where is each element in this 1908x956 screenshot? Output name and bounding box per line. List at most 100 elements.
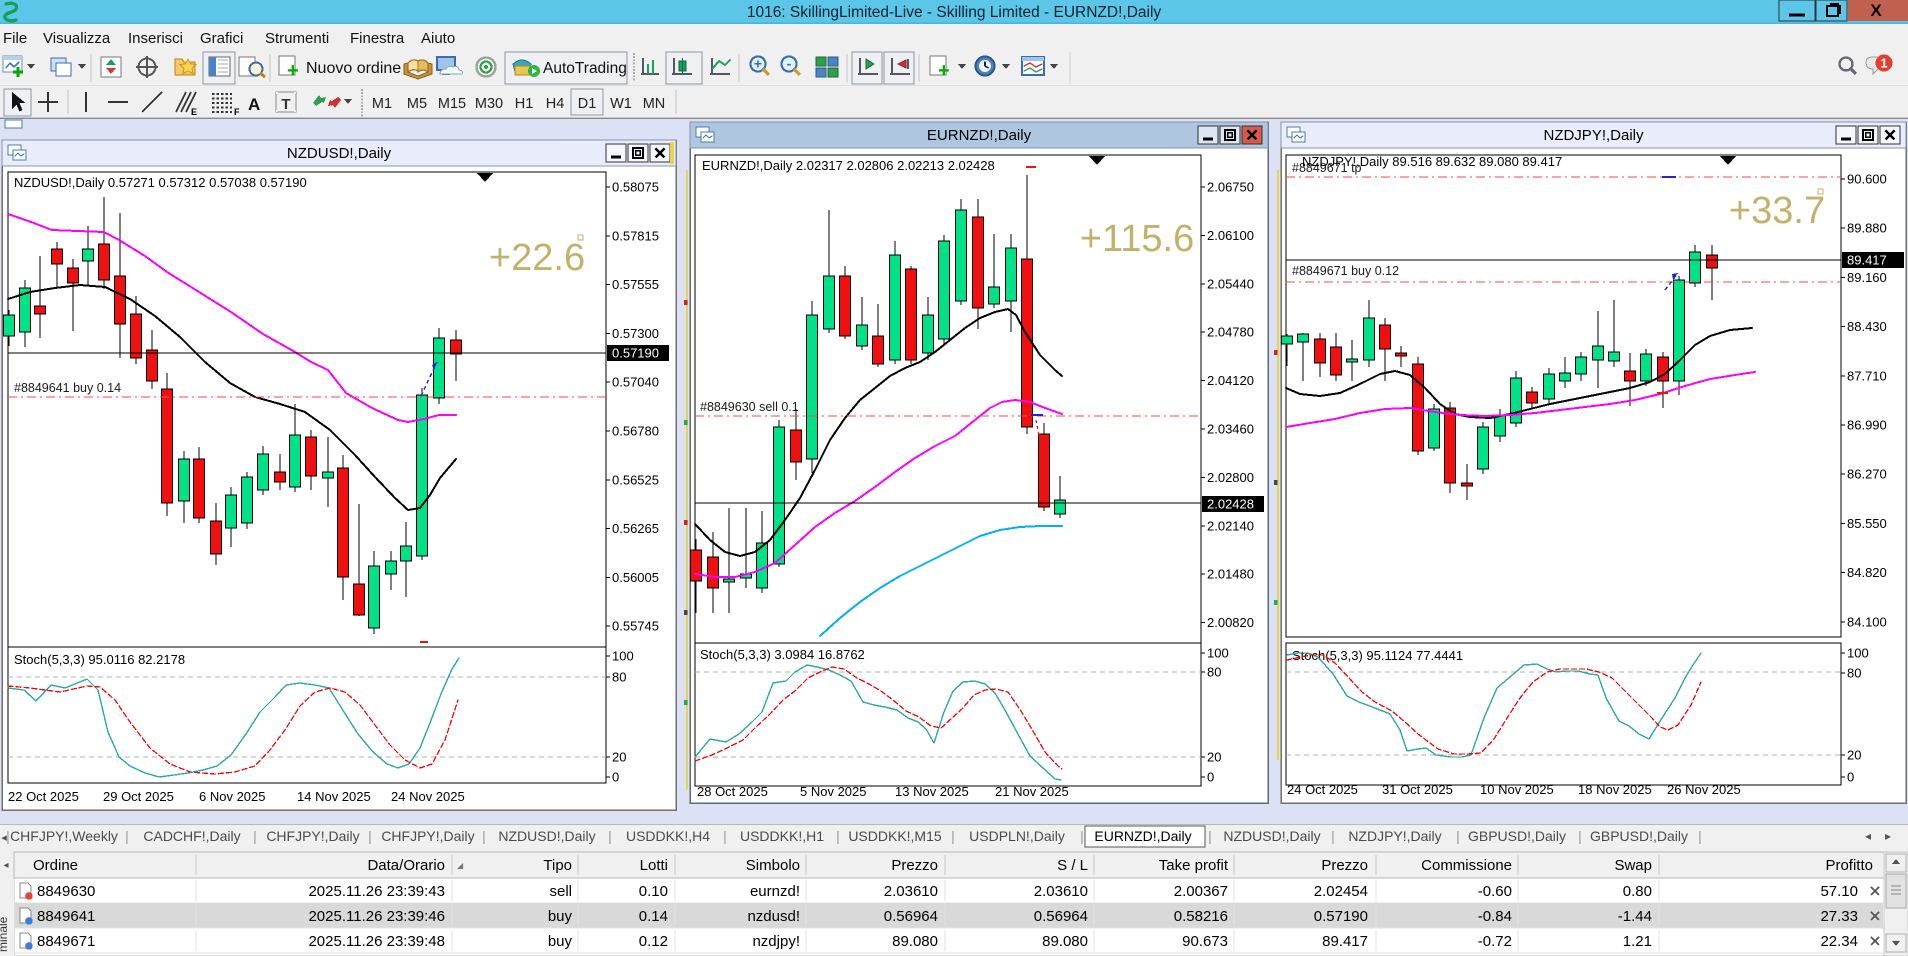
svg-text:1.21: 1.21 bbox=[1623, 933, 1652, 950]
svg-text:2.03610: 2.03610 bbox=[1034, 883, 1088, 900]
svg-text:Profitto: Profitto bbox=[1825, 857, 1873, 874]
svg-text:#8849671 tp: #8849671 tp bbox=[1292, 161, 1362, 175]
svg-text:Strumenti: Strumenti bbox=[265, 30, 329, 47]
svg-text:-: - bbox=[787, 56, 792, 72]
svg-text:▸: ▸ bbox=[1885, 829, 1891, 843]
svg-text:|: | bbox=[836, 828, 840, 844]
svg-text:D1: D1 bbox=[578, 96, 597, 112]
svg-text:14 Nov 2025: 14 Nov 2025 bbox=[297, 789, 371, 804]
svg-text:sell: sell bbox=[549, 883, 572, 900]
svg-text:#8849671 buy 0.12: #8849671 buy 0.12 bbox=[1292, 264, 1399, 278]
svg-text:84.100: 84.100 bbox=[1847, 614, 1887, 629]
svg-text:MN: MN bbox=[643, 96, 666, 112]
svg-text:#8849641 buy 0.14: #8849641 buy 0.14 bbox=[14, 381, 121, 395]
svg-text:2.04780: 2.04780 bbox=[1207, 325, 1254, 340]
svg-text:89.160: 89.160 bbox=[1847, 270, 1887, 285]
svg-text:eurnzd!: eurnzd! bbox=[750, 883, 800, 900]
svg-text:0.14: 0.14 bbox=[639, 908, 668, 925]
svg-text:2.04120: 2.04120 bbox=[1207, 373, 1254, 388]
svg-text:2.01480: 2.01480 bbox=[1207, 567, 1254, 582]
svg-text:6 Nov 2025: 6 Nov 2025 bbox=[199, 789, 266, 804]
svg-text:M5: M5 bbox=[407, 96, 427, 112]
svg-text:Finestra: Finestra bbox=[350, 30, 405, 47]
svg-text:Tipo: Tipo bbox=[543, 857, 572, 874]
svg-text:USDPLN!,Daily: USDPLN!,Daily bbox=[969, 828, 1065, 844]
svg-text:F: F bbox=[234, 107, 240, 117]
svg-text:Ordine: Ordine bbox=[33, 857, 78, 874]
svg-text:-1.44: -1.44 bbox=[1618, 908, 1652, 925]
svg-text:|: | bbox=[253, 828, 257, 844]
svg-text:2.02800: 2.02800 bbox=[1207, 470, 1254, 485]
svg-text:29 Oct 2025: 29 Oct 2025 bbox=[103, 789, 174, 804]
svg-text:90.600: 90.600 bbox=[1847, 172, 1887, 187]
svg-text:T: T bbox=[281, 96, 290, 113]
svg-text:|: | bbox=[723, 828, 727, 844]
svg-text:EURNZD!,Daily 2.02317 2.02806: EURNZD!,Daily 2.02317 2.02806 2.02213 2.… bbox=[702, 158, 995, 173]
svg-text:NZDJPY!,Daily 89.516 89.632 8: NZDJPY!,Daily 89.516 89.632 89.080 89.41… bbox=[1302, 154, 1562, 169]
svg-text:NZDJPY!,Daily: NZDJPY!,Daily bbox=[1348, 828, 1441, 844]
svg-text:CHFJPY!,Weekly: CHFJPY!,Weekly bbox=[10, 828, 118, 844]
svg-text:|: | bbox=[1698, 828, 1702, 844]
svg-text:Simbolo: Simbolo bbox=[746, 857, 800, 874]
svg-text:EURNZD!,Daily: EURNZD!,Daily bbox=[1094, 828, 1191, 844]
svg-text:100: 100 bbox=[1207, 646, 1229, 661]
svg-text:◂: ◂ bbox=[3, 860, 8, 871]
svg-text:S / L: S / L bbox=[1057, 857, 1088, 874]
svg-text:89.080: 89.080 bbox=[892, 933, 938, 950]
svg-text:|: | bbox=[1331, 828, 1335, 844]
svg-text:+22.6: +22.6 bbox=[489, 237, 585, 279]
svg-text:Nuovo ordine: Nuovo ordine bbox=[306, 60, 401, 77]
svg-text:|: | bbox=[482, 828, 486, 844]
svg-text:minale: minale bbox=[0, 916, 10, 952]
svg-text:100: 100 bbox=[612, 649, 634, 664]
svg-text:|: | bbox=[6, 828, 10, 844]
svg-text:CHFJPY!,Daily: CHFJPY!,Daily bbox=[381, 828, 474, 844]
svg-text:87.710: 87.710 bbox=[1847, 368, 1887, 383]
svg-text:Commissione: Commissione bbox=[1421, 857, 1512, 874]
svg-text:0.10: 0.10 bbox=[639, 883, 668, 900]
svg-text:22.34: 22.34 bbox=[1820, 933, 1858, 950]
svg-text:0.58216: 0.58216 bbox=[1174, 908, 1228, 925]
svg-text:|: | bbox=[368, 828, 372, 844]
svg-text:AutoTrading: AutoTrading bbox=[543, 60, 627, 77]
svg-text:#8849630 sell 0.1: #8849630 sell 0.1 bbox=[700, 400, 799, 414]
svg-text:18 Nov 2025: 18 Nov 2025 bbox=[1578, 782, 1652, 797]
svg-text:GBPUSD!,Daily: GBPUSD!,Daily bbox=[1468, 828, 1566, 844]
svg-text:10 Nov 2025: 10 Nov 2025 bbox=[1480, 782, 1554, 797]
svg-text:5 Nov 2025: 5 Nov 2025 bbox=[800, 784, 867, 799]
svg-text:NZDJPY!,Daily: NZDJPY!,Daily bbox=[1543, 127, 1644, 144]
svg-text:0.80: 0.80 bbox=[1623, 883, 1652, 900]
svg-text:2.03610: 2.03610 bbox=[884, 883, 938, 900]
svg-text:89.417: 89.417 bbox=[1322, 933, 1368, 950]
svg-text:0: 0 bbox=[612, 770, 619, 785]
svg-text:NZDUSD!,Daily: NZDUSD!,Daily bbox=[498, 828, 595, 844]
svg-text:|: | bbox=[1208, 828, 1212, 844]
svg-text:8849641: 8849641 bbox=[37, 908, 95, 925]
svg-text:|: | bbox=[1456, 828, 1460, 844]
svg-text:2.02454: 2.02454 bbox=[1314, 883, 1368, 900]
svg-text:1: 1 bbox=[1880, 56, 1887, 71]
svg-text:USDDKK!,H1: USDDKK!,H1 bbox=[740, 828, 824, 844]
svg-text:2.02140: 2.02140 bbox=[1207, 518, 1254, 533]
svg-text:0.56964: 0.56964 bbox=[1034, 908, 1088, 925]
svg-text:24 Oct 2025: 24 Oct 2025 bbox=[1287, 782, 1358, 797]
svg-text:NZDUSD!,Daily 0.57271 0.57312: NZDUSD!,Daily 0.57271 0.57312 0.57038 0.… bbox=[14, 175, 307, 190]
svg-text:0.56964: 0.56964 bbox=[884, 908, 938, 925]
svg-text:1016: SkillingLimited-Live - S: 1016: SkillingLimited-Live - Skilling Li… bbox=[747, 4, 1162, 21]
svg-text:2025.11.26 23:39:43: 2025.11.26 23:39:43 bbox=[308, 883, 445, 900]
svg-text:89.880: 89.880 bbox=[1847, 221, 1887, 236]
svg-text:0.57040: 0.57040 bbox=[612, 375, 659, 390]
svg-text:◢: ◢ bbox=[457, 861, 464, 870]
svg-text:Stoch(5,3,3) 95.1124 77.4441: Stoch(5,3,3) 95.1124 77.4441 bbox=[1292, 648, 1463, 663]
svg-text:0.57555: 0.57555 bbox=[612, 277, 659, 292]
svg-text:20: 20 bbox=[1847, 748, 1861, 763]
svg-text:CADCHF!,Daily: CADCHF!,Daily bbox=[143, 828, 240, 844]
svg-text:Lotti: Lotti bbox=[640, 857, 668, 874]
svg-text:Grafici: Grafici bbox=[200, 30, 243, 47]
svg-text:+: + bbox=[938, 60, 950, 82]
svg-text:Aiuto: Aiuto bbox=[421, 30, 455, 47]
svg-text:E: E bbox=[191, 107, 197, 117]
svg-text:80: 80 bbox=[1207, 665, 1221, 680]
svg-text:0.57815: 0.57815 bbox=[612, 228, 659, 243]
svg-text:88.430: 88.430 bbox=[1847, 319, 1887, 334]
